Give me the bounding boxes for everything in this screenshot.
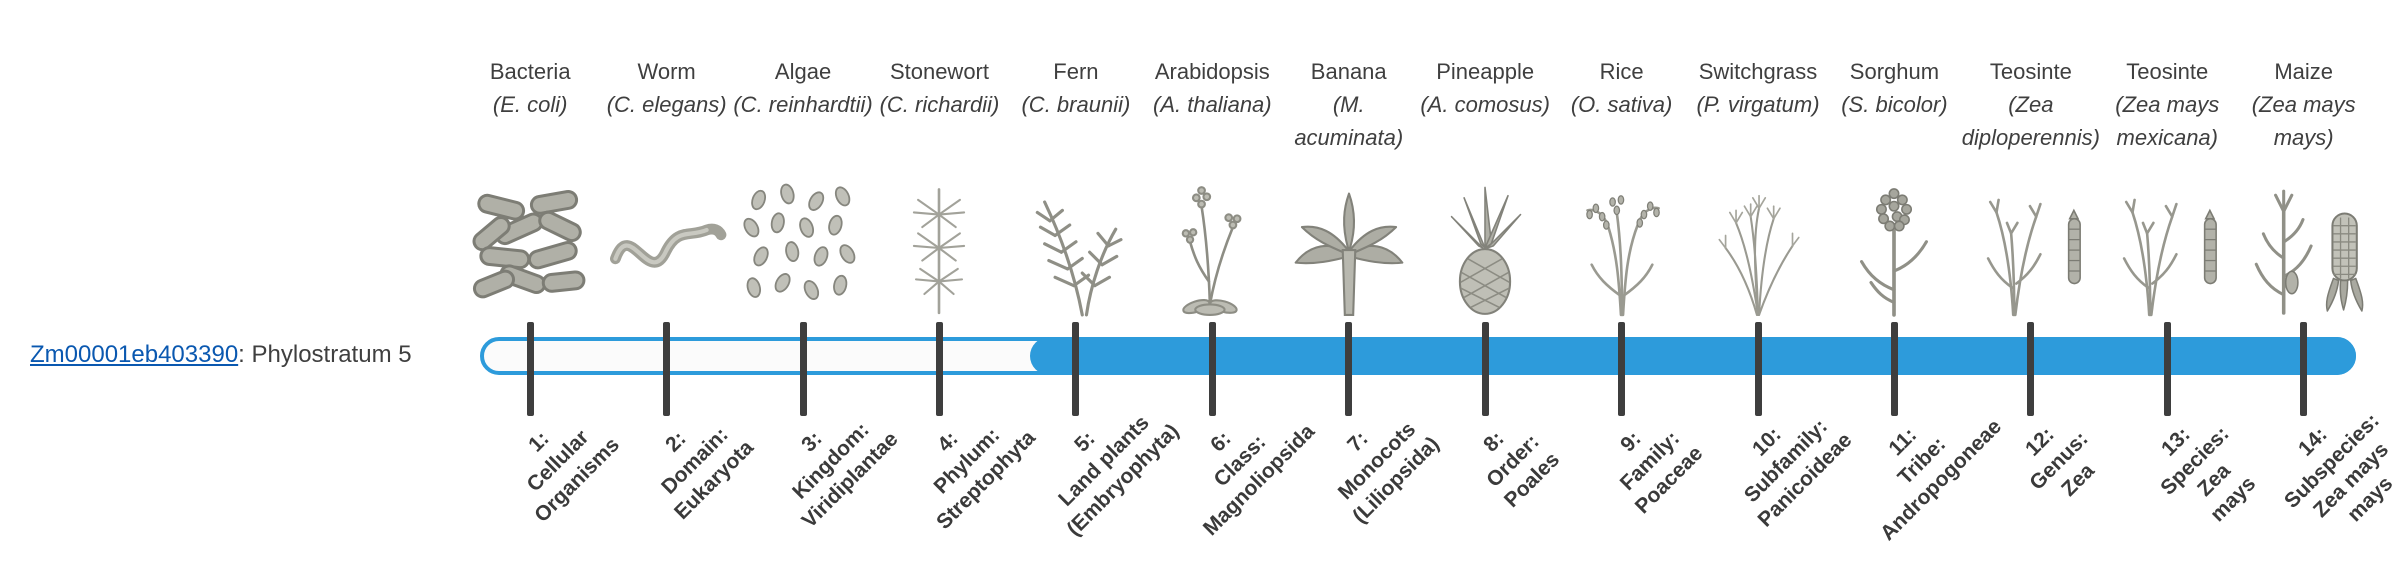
phylostratum-label: 12: Genus: Zea: [2020, 422, 2099, 501]
pineapple-illustration: [1412, 167, 1558, 317]
phylostratum-tick: [1072, 322, 1080, 416]
phylostratum-tick: [935, 322, 943, 416]
organism-header: Fern (C. braunii): [1003, 55, 1149, 121]
gene-label: Zm00001eb403390: Phylostratum 5: [30, 341, 412, 369]
organism-header: Stonewort (C. richardii): [866, 55, 1012, 121]
phylostratum-column: Switchgrass (P. virgatum) 10: Subfamily:…: [1690, 55, 1856, 580]
organism-scientific-name: (C. reinhardtii): [733, 92, 873, 117]
worm-illustration: [594, 167, 740, 317]
organism-header: Maize (Zea mays mays): [2231, 55, 2377, 154]
organism-scientific-name: (A. comosus): [1420, 92, 1550, 117]
organism-name: Arabidopsis: [1154, 59, 1270, 84]
phylostratum-tick: [1208, 322, 1216, 416]
organism-name: Rice: [1599, 59, 1644, 84]
teosinte-illustration: [1958, 167, 2104, 317]
organism-scientific-name: (Zea diploperennis): [1961, 92, 2100, 150]
phylostratum-tick: [2300, 322, 2308, 416]
organism-scientific-name: (C. elegans): [606, 92, 727, 117]
phylostratum-tick: [1481, 322, 1489, 416]
arabidopsis-illustration: [1139, 167, 1285, 317]
phylostratum-tick: [1890, 322, 1898, 416]
phylostratum-column: Teosinte (Zea mays mexicana) 13: Species…: [2099, 55, 2260, 580]
phylostrata-bar-fill: [1029, 337, 2356, 375]
organism-scientific-name: (A. thaliana): [1153, 92, 1272, 117]
organism-name: Maize: [2274, 59, 2334, 84]
organism-name: Algae: [774, 59, 832, 84]
phylostratum-tick: [1618, 322, 1626, 416]
maize-illustration: [2231, 167, 2377, 317]
phylostratum-column: Maize (Zea mays mays) 14: Subspecies: Ze…: [2235, 55, 2397, 580]
rice-illustration: [1549, 167, 1695, 317]
organism-scientific-name: (Zea mays mays): [2251, 92, 2356, 150]
organism-scientific-name: (C. richardii): [879, 92, 1000, 117]
phylostratum-column: Banana (M. acuminata) 7: Monocots (Lilio…: [1281, 55, 1443, 580]
organism-header: Sorghum (S. bicolor): [1821, 55, 1967, 121]
phylostratum-column: Bacteria (E. coli) 1: Cellular Organisms: [462, 55, 624, 580]
phylostratum-column: Pineapple (A. comosus) 8: Order: Poales: [1417, 55, 1564, 580]
organism-name: Pineapple: [1436, 59, 1535, 84]
organism-header: Teosinte (Zea diploperennis): [1958, 55, 2104, 154]
phylostratum-column: Fern (C. braunii) 5: Land plants (Embryo…: [1008, 55, 1183, 580]
phylostratum-tick: [799, 322, 807, 416]
organism-header: Arabidopsis (A. thaliana): [1139, 55, 1285, 121]
phylostratum-column: Rice (O. sativa) 9: Family: Poaceae: [1553, 55, 1707, 580]
organism-scientific-name: (P. virgatum): [1696, 92, 1820, 117]
phylostratum-tick: [526, 322, 534, 416]
organism-header: Worm (C. elegans): [594, 55, 740, 121]
organism-scientific-name: (Zea mays mexicana): [2115, 92, 2220, 150]
fern-illustration: [1003, 167, 1149, 317]
organism-header: Teosinte (Zea mays mexicana): [2094, 55, 2240, 154]
strata-columns: Bacteria (E. coli) 1: Cellular Organisms…: [462, 55, 2397, 580]
stonewort-illustration: [866, 167, 1012, 317]
phylostratum-column: Sorghum (S. bicolor) 11: Tribe: Andropog…: [1826, 55, 2006, 580]
phylostratum-label: 14: Subspecies: Zea mays mays: [2279, 408, 2397, 526]
organism-header: Switchgrass (P. virgatum): [1685, 55, 1831, 121]
banana-illustration: [1276, 167, 1422, 317]
algae-illustration: [730, 167, 876, 317]
phylostratum-tick: [1345, 322, 1353, 416]
organism-name: Fern: [1053, 59, 1099, 84]
organism-name: Bacteria: [489, 59, 571, 84]
phylostratum-tick: [2027, 322, 2035, 416]
phylostratum-column: Teosinte (Zea diploperennis) 12: Genus: …: [1962, 55, 2100, 580]
organism-name: Worm: [637, 59, 696, 84]
organism-name: Switchgrass: [1698, 59, 1818, 84]
bacteria-illustration: [457, 167, 603, 317]
phylostratum-label: 8: Order: Poales: [1479, 427, 1565, 512]
phylostratum-column: Worm (C. elegans) 2: Domain: Eukaryota: [598, 55, 758, 580]
gene-id-link[interactable]: Zm00001eb403390: [30, 341, 239, 368]
phylostratum-column: Stonewort (C. richardii) 4: Phylum: Stre…: [871, 55, 1041, 580]
organism-name: Sorghum: [1849, 59, 1940, 84]
organism-name: Teosinte: [1989, 59, 2072, 84]
phylostratum-tick: [2163, 322, 2171, 416]
teosinte-illustration: [2094, 167, 2240, 317]
organism-name: Banana: [1310, 59, 1387, 84]
organism-scientific-name: (C. braunii): [1021, 92, 1131, 117]
sorghum-illustration: [1821, 167, 1967, 317]
organism-scientific-name: (M. acuminata): [1294, 92, 1404, 150]
organism-header: Banana (M. acuminata): [1276, 55, 1422, 154]
organism-header: Bacteria (E. coli): [457, 55, 603, 121]
phylostratum-column: Arabidopsis (A. thaliana) 6: Class: Magn…: [1144, 55, 1319, 580]
organism-header: Rice (O. sativa): [1549, 55, 1695, 121]
organism-scientific-name: (S. bicolor): [1841, 92, 1948, 117]
organism-scientific-name: (O. sativa): [1570, 92, 1673, 117]
organism-header: Algae (C. reinhardtii): [730, 55, 876, 121]
phylostratum-tick: [1754, 322, 1762, 416]
switchgrass-illustration: [1685, 167, 1831, 317]
organism-name: Stonewort: [889, 59, 989, 84]
organism-header: Pineapple (A. comosus): [1412, 55, 1558, 121]
phylostratum-column: Algae (C. reinhardtii) 3: Kingdom: Virid…: [733, 55, 902, 580]
organism-name: Teosinte: [2126, 59, 2209, 84]
gene-phylostratum-text: : Phylostratum 5: [238, 341, 412, 368]
organism-scientific-name: (E. coli): [492, 92, 568, 117]
phylostratum-tick: [663, 322, 671, 416]
